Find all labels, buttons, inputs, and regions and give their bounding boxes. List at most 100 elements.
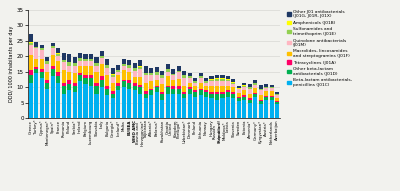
Y-axis label: DDD/ 1000 inhabitants per day: DDD/ 1000 inhabitants per day: [9, 26, 14, 102]
Bar: [231, 98, 236, 118]
Bar: [176, 79, 181, 86]
Bar: [40, 49, 44, 50]
Bar: [176, 71, 181, 72]
Bar: [220, 75, 224, 78]
Bar: [210, 98, 214, 118]
Bar: [100, 64, 104, 76]
Bar: [105, 68, 110, 75]
Bar: [231, 82, 236, 83]
Bar: [259, 89, 263, 90]
Bar: [204, 78, 208, 81]
Bar: [155, 87, 159, 92]
Bar: [220, 94, 224, 98]
Bar: [242, 86, 246, 87]
Bar: [34, 73, 38, 118]
Bar: [133, 86, 137, 90]
Bar: [275, 95, 279, 98]
Bar: [155, 72, 159, 75]
Bar: [166, 69, 170, 72]
Bar: [144, 73, 148, 75]
Bar: [226, 81, 230, 86]
Bar: [56, 72, 60, 76]
Bar: [242, 95, 246, 97]
Bar: [78, 81, 82, 118]
Bar: [182, 70, 186, 75]
Bar: [193, 81, 197, 83]
Bar: [155, 86, 159, 87]
Bar: [188, 94, 192, 118]
Bar: [220, 79, 224, 81]
Bar: [62, 70, 66, 83]
Bar: [270, 96, 274, 97]
Bar: [94, 57, 98, 63]
Bar: [94, 94, 98, 118]
Bar: [29, 75, 33, 83]
Bar: [155, 75, 159, 79]
Bar: [275, 98, 279, 101]
Bar: [144, 75, 148, 83]
Bar: [50, 46, 55, 49]
Bar: [231, 83, 236, 84]
Bar: [166, 76, 170, 86]
Bar: [111, 83, 115, 91]
Bar: [188, 83, 192, 87]
Bar: [270, 85, 274, 87]
Bar: [111, 94, 115, 98]
Bar: [188, 89, 192, 94]
Bar: [193, 90, 197, 92]
Bar: [171, 89, 175, 94]
Bar: [182, 78, 186, 86]
Bar: [149, 75, 153, 81]
Bar: [155, 67, 159, 72]
Bar: [160, 75, 164, 78]
Bar: [116, 72, 120, 75]
Bar: [56, 53, 60, 54]
Bar: [210, 94, 214, 98]
Bar: [34, 42, 38, 47]
Bar: [138, 69, 142, 77]
Bar: [253, 94, 258, 97]
Bar: [127, 80, 132, 83]
Bar: [220, 86, 224, 92]
Bar: [215, 75, 219, 78]
Bar: [176, 94, 181, 118]
Bar: [242, 97, 246, 100]
Bar: [215, 79, 219, 81]
Bar: [56, 54, 60, 56]
Bar: [72, 57, 77, 63]
Bar: [116, 65, 120, 70]
Bar: [231, 92, 236, 94]
Bar: [89, 75, 93, 78]
Bar: [253, 88, 258, 93]
Bar: [138, 94, 142, 118]
Bar: [275, 101, 279, 102]
Bar: [84, 62, 88, 66]
Bar: [226, 79, 230, 81]
Bar: [72, 63, 77, 66]
Bar: [29, 34, 33, 42]
Bar: [105, 89, 110, 95]
Bar: [94, 66, 98, 72]
Bar: [193, 86, 197, 90]
Bar: [40, 78, 44, 118]
Bar: [78, 66, 82, 73]
Bar: [111, 68, 115, 74]
Bar: [237, 89, 241, 90]
Bar: [264, 91, 268, 96]
Bar: [56, 61, 60, 72]
Bar: [127, 65, 132, 68]
Bar: [89, 54, 93, 59]
Bar: [226, 92, 230, 97]
Bar: [270, 91, 274, 96]
Bar: [264, 96, 268, 97]
Bar: [248, 87, 252, 89]
Bar: [259, 85, 263, 89]
Bar: [237, 98, 241, 101]
Bar: [67, 54, 71, 62]
Bar: [34, 69, 38, 73]
Bar: [29, 45, 33, 55]
Bar: [50, 55, 55, 66]
Bar: [275, 102, 279, 104]
Bar: [176, 72, 181, 79]
Bar: [248, 103, 252, 118]
